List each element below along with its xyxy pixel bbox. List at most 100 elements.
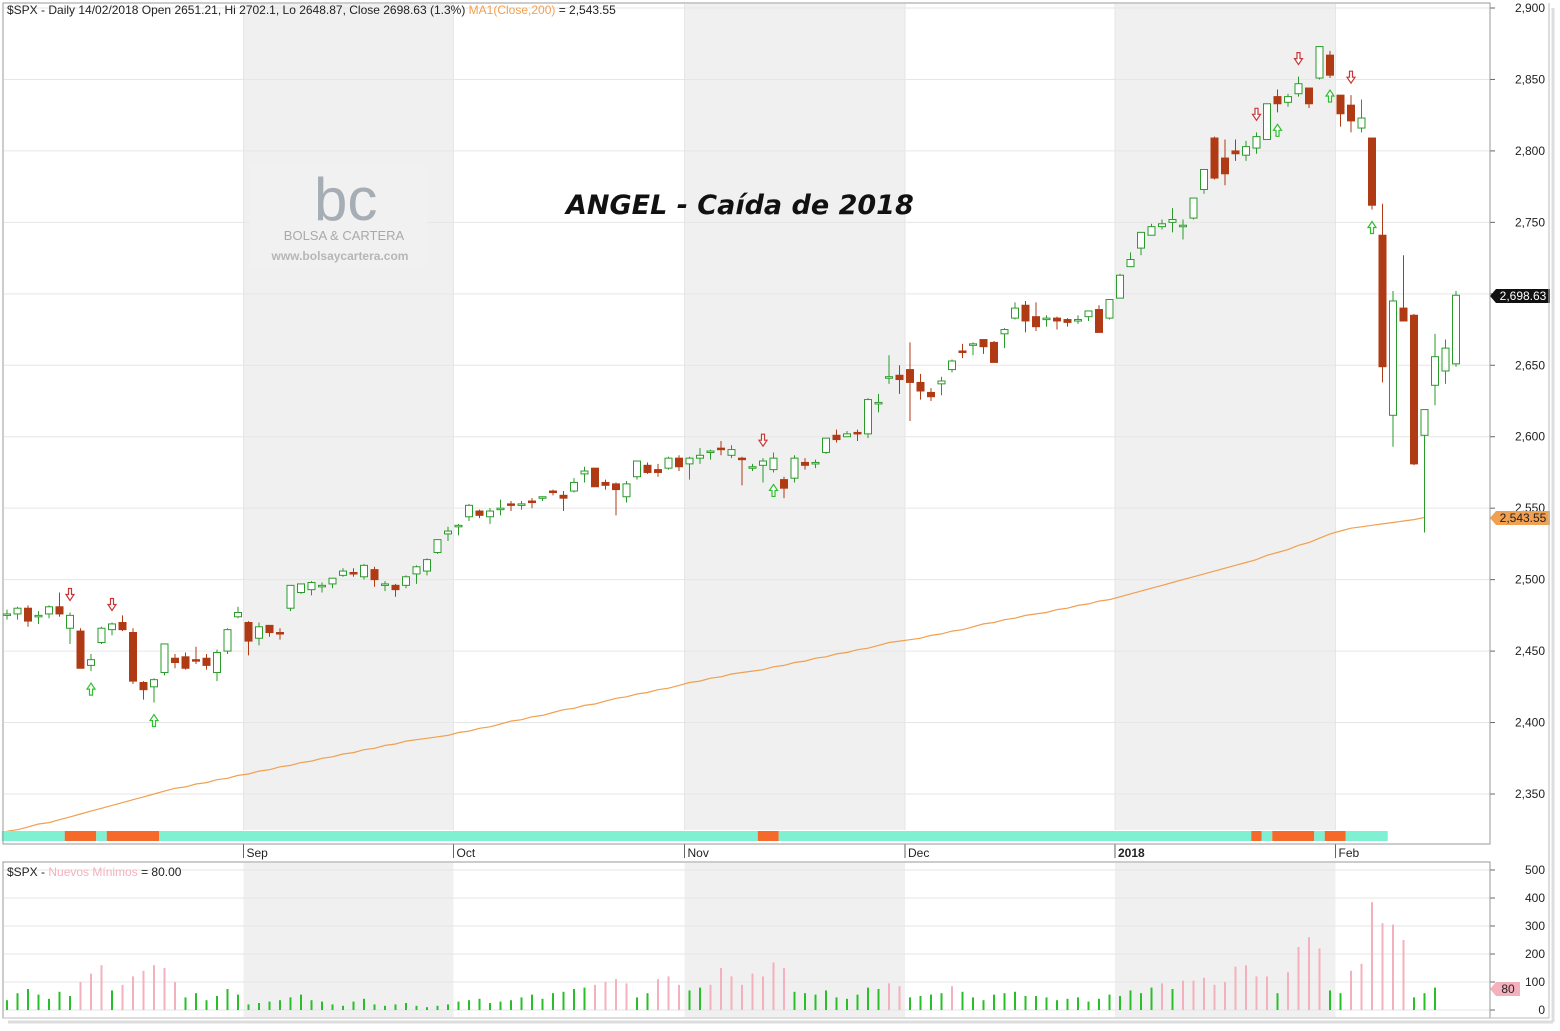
candle xyxy=(45,605,53,619)
candle xyxy=(1389,290,1397,447)
candle xyxy=(759,458,767,483)
candle-body xyxy=(370,569,379,581)
regime-bear xyxy=(106,831,160,841)
buy-signal-arrow xyxy=(768,483,779,498)
lower-tick-label: 200 xyxy=(1525,947,1545,961)
candle xyxy=(1011,302,1019,320)
candle xyxy=(1326,50,1334,79)
lower-tick-label: 100 xyxy=(1525,975,1545,989)
candle xyxy=(1189,197,1198,220)
candle-body xyxy=(1158,223,1166,228)
candle-body xyxy=(790,457,799,479)
candle xyxy=(601,479,610,490)
candle-body xyxy=(769,457,778,471)
candle-body xyxy=(444,530,452,535)
candle xyxy=(1000,328,1009,349)
moving-average-200 xyxy=(6,516,1425,832)
candle-body xyxy=(129,632,137,682)
candle-body xyxy=(244,622,253,642)
candle xyxy=(381,581,389,592)
candle xyxy=(1137,231,1145,256)
candle-body xyxy=(360,564,368,578)
indicator-header: $SPX - Nuevos Mínimos = 80.00 xyxy=(7,865,182,879)
watermark-url: www.bolsaycartera.com xyxy=(271,249,409,263)
candle-body xyxy=(402,576,410,586)
candle xyxy=(433,539,442,554)
candle-body xyxy=(570,481,578,492)
candle-body xyxy=(391,584,400,591)
candle-body xyxy=(864,399,872,435)
candle xyxy=(580,466,589,483)
candle xyxy=(1147,223,1156,236)
regime-bull xyxy=(778,831,1252,841)
candle xyxy=(906,342,914,422)
candle xyxy=(790,455,799,483)
candle-body xyxy=(990,341,998,363)
price-tick-label: 2,400 xyxy=(1515,716,1545,730)
candle xyxy=(370,566,379,587)
candle-body xyxy=(1032,316,1040,328)
candle xyxy=(223,628,232,654)
candle-body xyxy=(234,612,242,618)
candle xyxy=(843,431,851,438)
candle-body xyxy=(1147,226,1156,236)
candle xyxy=(423,558,431,576)
candle-body xyxy=(549,490,557,494)
candle xyxy=(727,445,736,459)
sell-signal-arrow xyxy=(106,597,118,612)
candle xyxy=(297,583,305,594)
candle xyxy=(853,429,862,442)
candle xyxy=(1305,87,1313,109)
ma-price-tag: 2,543.55 xyxy=(1490,511,1550,525)
candle xyxy=(1420,409,1429,533)
price-tick-label: 2,600 xyxy=(1515,430,1545,444)
candle xyxy=(717,441,725,456)
candle xyxy=(87,653,95,672)
price-tick-label: 2,900 xyxy=(1515,1,1545,15)
price-header: $SPX - Daily 14/02/2018 Open 2651.21, Hi… xyxy=(7,3,616,17)
candle xyxy=(979,339,988,354)
candle xyxy=(822,437,830,454)
candle xyxy=(129,628,137,684)
candle-body xyxy=(381,583,389,586)
candle-body xyxy=(465,504,473,518)
candle xyxy=(1042,315,1051,327)
candle xyxy=(34,611,43,624)
candle xyxy=(622,481,631,503)
candle xyxy=(1284,93,1292,107)
indicator-name: Nuevos Mínimos xyxy=(48,865,137,879)
candle xyxy=(969,342,977,356)
candle xyxy=(1200,168,1208,194)
candle xyxy=(24,605,32,627)
price-tick-label: 2,500 xyxy=(1515,573,1545,587)
close-tag-shape xyxy=(1490,289,1550,303)
candle-body xyxy=(202,657,211,666)
candle xyxy=(528,498,536,509)
candle-body xyxy=(643,464,652,473)
candle-body xyxy=(1116,274,1124,299)
candle xyxy=(832,429,841,443)
candle xyxy=(1347,95,1355,133)
candle xyxy=(1315,46,1324,80)
candle-body xyxy=(885,376,893,379)
candle xyxy=(958,343,967,359)
regime-band xyxy=(1,831,1388,841)
sell-signal-arrow xyxy=(757,433,769,448)
candle xyxy=(192,646,200,664)
candle xyxy=(1231,139,1240,161)
candle-body xyxy=(1000,329,1009,335)
candle-body xyxy=(297,583,305,593)
candle xyxy=(1084,310,1093,321)
candle-body xyxy=(958,350,967,353)
candle xyxy=(1126,252,1135,268)
candle-body xyxy=(1021,304,1030,322)
watermark: bc BOLSA & CARTERA www.bolsaycartera.com xyxy=(250,165,427,268)
candle-body xyxy=(1242,146,1250,156)
regime-bear xyxy=(1272,831,1315,841)
candle-body xyxy=(696,454,704,459)
candle-body xyxy=(486,510,494,518)
candle xyxy=(916,373,925,400)
candle xyxy=(97,626,106,644)
candle xyxy=(1410,313,1418,466)
